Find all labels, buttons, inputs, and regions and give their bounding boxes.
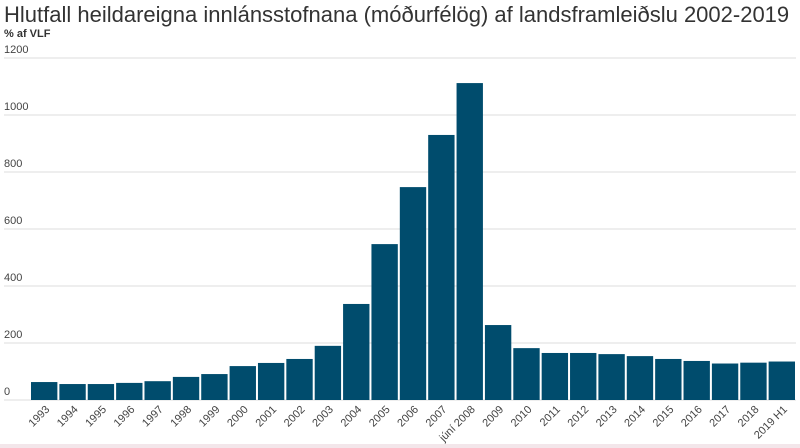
x-tick-label: 2018 [736,404,762,430]
y-tick-label: 1200 [4,44,28,56]
x-tick-label: 1996 [112,404,138,430]
x-tick-label: 2004 [339,404,365,430]
bar [456,83,483,400]
bar [229,366,256,400]
y-tick-label: 400 [4,272,22,284]
y-tick-label: 0 [4,386,10,398]
x-tick-label: 2003 [310,404,336,430]
x-tick-label: 2009 [480,404,506,430]
bar [343,303,370,400]
bar [711,363,739,400]
x-tick-label: 2001 [253,404,279,430]
x-tick-label: 2007 [424,404,450,430]
x-tick-label: 2012 [566,404,592,430]
y-tick-label: 800 [4,158,22,170]
x-tick-label: 2013 [594,404,620,430]
bar [201,374,228,400]
x-tick-label: 2014 [622,404,648,430]
bar [399,187,427,400]
x-tick-label: 2006 [395,404,421,430]
x-tick-label: 2002 [282,404,308,430]
x-tick-label: 1997 [140,404,166,430]
bar [286,358,313,400]
bar [513,348,540,400]
bar [541,352,569,400]
bar [371,244,398,400]
bar [768,361,795,400]
x-tick-label: 1998 [168,404,194,430]
y-tick-label: 1000 [4,101,28,113]
x-tick-label: 2010 [509,404,535,430]
x-tick-label: 2017 [707,404,733,430]
bar [655,358,682,400]
x-tick-label: 1994 [55,404,81,430]
y-axis-label: % af VLF [4,28,51,40]
bar [740,362,767,400]
bar [570,352,597,400]
x-tick-label: 2016 [679,404,705,430]
y-tick-label: 600 [4,215,22,227]
bar [314,345,342,400]
x-tick-label: 1995 [83,404,109,430]
bar [59,384,86,400]
y-tick-label: 200 [4,329,22,341]
bar [257,362,285,400]
x-tick-label: 2000 [225,404,251,430]
x-tick-label: 2011 [538,404,563,429]
bar [598,354,625,400]
x-tick-label: 1999 [197,404,223,430]
x-tick-label: 2005 [367,404,393,430]
bar [31,382,58,400]
bar [484,325,512,400]
bar [428,134,455,400]
bar [626,356,654,400]
bar [87,384,115,400]
bar [116,382,143,400]
bar [144,381,171,400]
x-tick-label: 1993 [27,404,53,430]
bottom-strip [0,444,800,448]
x-tick-label: 2015 [651,404,677,430]
bar [172,376,200,400]
chart-title: Hlutfall heildareigna innlánsstofnana (m… [4,2,790,27]
bar [683,360,710,400]
